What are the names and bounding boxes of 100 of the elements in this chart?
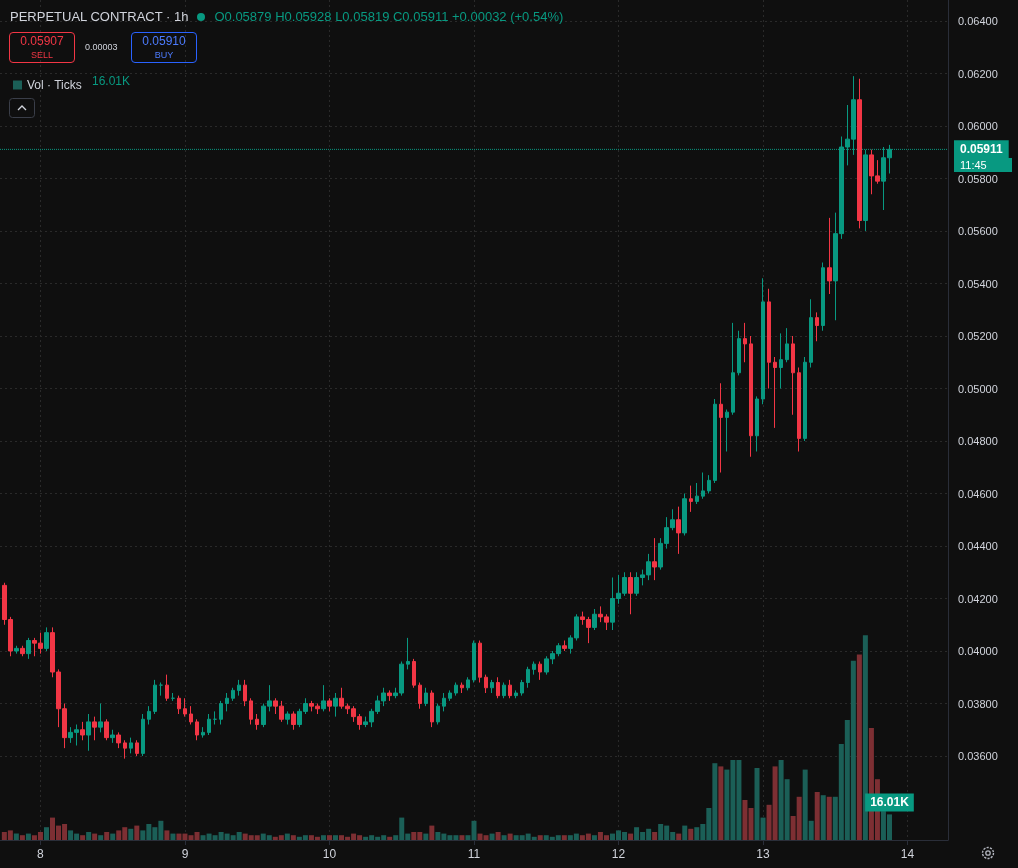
bar (98, 835, 104, 840)
candlestick (652, 537, 657, 581)
bar (423, 833, 429, 840)
y-tick-label: 0.03600 (958, 750, 998, 762)
candlestick (243, 679, 247, 707)
bar (465, 835, 471, 840)
candlestick (116, 731, 121, 749)
y-tick-label: 0.05200 (958, 330, 998, 342)
candlestick (496, 676, 500, 699)
candlestick (538, 661, 542, 681)
y-tick-label: 0.05000 (958, 382, 998, 395)
annotation: 16.01K (92, 74, 131, 88)
bar (862, 635, 868, 840)
candlestick (460, 682, 464, 694)
bar (754, 768, 760, 840)
bar (682, 825, 688, 840)
candlestick (333, 692, 338, 718)
candlestick (418, 682, 422, 710)
candlestick (520, 679, 524, 697)
y-tick-label: 0.04200 (958, 592, 998, 605)
candlestick (26, 637, 31, 660)
bar (856, 654, 862, 840)
y-tick-label: 0.05600 (958, 225, 998, 237)
annotation: BUY (153, 50, 175, 60)
candlestick (725, 409, 729, 452)
bar (128, 828, 134, 840)
y-tick-label: 0.04400 (958, 540, 998, 552)
candlestick (863, 149, 868, 232)
y-tick-label: 0.06400 (958, 15, 998, 27)
candlestick (592, 608, 597, 631)
candlestick (562, 640, 567, 652)
candlestick (327, 697, 332, 712)
candlestick (80, 721, 85, 741)
candlestick (412, 658, 416, 689)
bar (320, 835, 326, 840)
x-tick-label: 11 (467, 847, 481, 861)
bar (134, 825, 140, 840)
y-tick-label: 0.05800 (958, 172, 998, 185)
candlestick (321, 684, 326, 712)
text: O0.05879 H0.05928 L0.05819 C0.05911 +0.00032 (+0.54%) (214, 9, 564, 24)
y-tick-label: 0.04000 (958, 645, 998, 657)
candlestick (755, 395, 759, 452)
bar (507, 833, 513, 840)
candlestick (737, 330, 741, 376)
bar (652, 832, 658, 840)
bar (688, 828, 694, 840)
candlestick (701, 472, 705, 500)
y-tick-label: 0.06000 (958, 120, 998, 132)
bar (290, 835, 296, 840)
candlestick (225, 692, 229, 712)
bar (387, 836, 393, 840)
candlestick (628, 571, 633, 615)
candlestick (815, 311, 819, 342)
candlestick (731, 322, 735, 416)
candlestick (104, 718, 109, 741)
annotation: 0.00003 (85, 42, 118, 52)
candlestick (430, 689, 434, 728)
data-label: 16.01K (870, 795, 910, 810)
candlestick (14, 645, 19, 655)
candlestick (785, 327, 789, 363)
text: 11:45 (954, 158, 1012, 173)
candlestick (682, 493, 687, 536)
bar (471, 820, 477, 840)
candlestick (153, 679, 157, 715)
candlestick (478, 640, 482, 683)
candlestick (472, 640, 476, 683)
y-tick-label: 0.03800 (958, 697, 998, 710)
annotation: 0.05907 (19, 34, 65, 48)
candlestick (767, 288, 771, 389)
candlestick (159, 682, 163, 697)
candlestick (761, 277, 765, 405)
bar (561, 835, 567, 840)
candlestick (98, 703, 103, 733)
candlestick (237, 679, 241, 697)
bar (19, 835, 25, 840)
candlestick (424, 687, 428, 707)
ref-line-label: 0.05911 (960, 142, 1004, 157)
candlestick (695, 482, 699, 505)
candlestick (219, 700, 223, 725)
candlestick (165, 674, 169, 702)
candlestick (92, 716, 97, 741)
candlestick (436, 703, 440, 725)
candlestick (201, 726, 205, 739)
candlestick (86, 713, 91, 752)
x-tick-label: 12 (611, 847, 626, 861)
y-tick-label: 0.05400 (958, 277, 998, 290)
bar (537, 835, 543, 840)
candlestick (532, 661, 536, 676)
candlestick (195, 718, 199, 741)
bar (86, 832, 92, 840)
bar (501, 835, 507, 840)
bar (170, 833, 176, 840)
candlestick (821, 262, 825, 332)
annotation: SELL (30, 50, 54, 60)
bar (459, 835, 465, 840)
bar (92, 833, 98, 840)
candlestick (526, 666, 530, 689)
x-tick-label: 10 (322, 847, 337, 861)
candlestick (285, 710, 290, 725)
bar (676, 833, 682, 840)
